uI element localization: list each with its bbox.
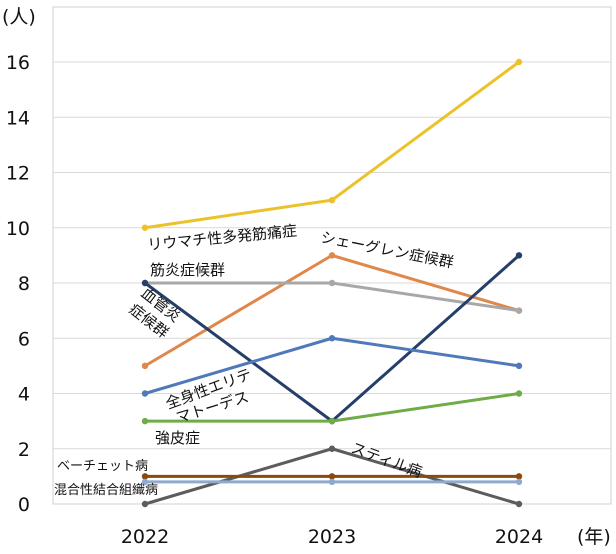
series-label-pmr: リウマチ性多発筋痛症 <box>147 222 298 254</box>
y-tick-label: 16 <box>6 52 30 74</box>
data-point <box>515 362 523 370</box>
series-8 <box>141 478 523 486</box>
y-tick-label: 14 <box>6 107 30 129</box>
y-tick-label: 4 <box>18 384 30 406</box>
data-point <box>328 445 336 452</box>
series-label-mctd: 混合性結合組織病 <box>54 483 158 498</box>
data-point <box>515 58 523 66</box>
data-point <box>328 478 336 486</box>
data-point <box>328 196 336 204</box>
plot-border <box>52 6 612 505</box>
data-point <box>515 478 523 486</box>
series <box>141 58 523 508</box>
series-6 <box>141 445 523 508</box>
y-tick-label: 2 <box>18 439 30 461</box>
series-0 <box>141 58 523 231</box>
series-label-myositis: 筋炎症候群 <box>150 261 225 279</box>
y-tick-label: 0 <box>18 494 30 516</box>
data-point <box>141 362 149 370</box>
data-point <box>328 417 336 425</box>
data-point <box>141 417 149 425</box>
data-point <box>141 279 149 287</box>
series-label-still: スティル病 <box>349 439 425 481</box>
series-label-scleroderma: 強皮症 <box>155 429 200 447</box>
series-label-behcet: ベーチェット病 <box>57 459 148 474</box>
x-tick-label: 2024 <box>495 526 543 548</box>
x-unit-label: (年) <box>577 526 611 548</box>
y-tick-label: 8 <box>18 273 30 295</box>
y-tick-label: 6 <box>18 328 30 350</box>
data-point <box>141 473 149 480</box>
data-point <box>515 473 523 480</box>
data-point <box>328 473 336 480</box>
x-axis-ticks: 2022 2023 2024 <box>121 526 543 548</box>
data-point <box>328 279 336 287</box>
data-point <box>328 335 336 342</box>
x-tick-label: 2023 <box>308 526 356 548</box>
series-4 <box>141 335 523 397</box>
data-point <box>515 307 523 314</box>
y-tick-label: 12 <box>6 163 30 185</box>
data-point <box>515 390 523 397</box>
data-point <box>328 252 336 259</box>
y-tick-label: 10 <box>6 218 30 240</box>
data-point <box>141 224 149 231</box>
data-point <box>141 390 149 397</box>
y-unit-label: (人) <box>2 6 36 28</box>
data-point <box>515 252 523 259</box>
y-axis-ticks: 0 2 4 6 8 10 12 14 16 <box>6 52 30 516</box>
series-2 <box>141 279 523 314</box>
series-7 <box>141 473 523 480</box>
x-tick-label: 2022 <box>121 526 169 548</box>
series-label-sjogren: シェーグレン症候群 <box>319 228 455 271</box>
data-point <box>141 500 149 508</box>
series-5 <box>141 390 523 425</box>
data-point <box>515 500 523 508</box>
data-point <box>141 478 149 486</box>
